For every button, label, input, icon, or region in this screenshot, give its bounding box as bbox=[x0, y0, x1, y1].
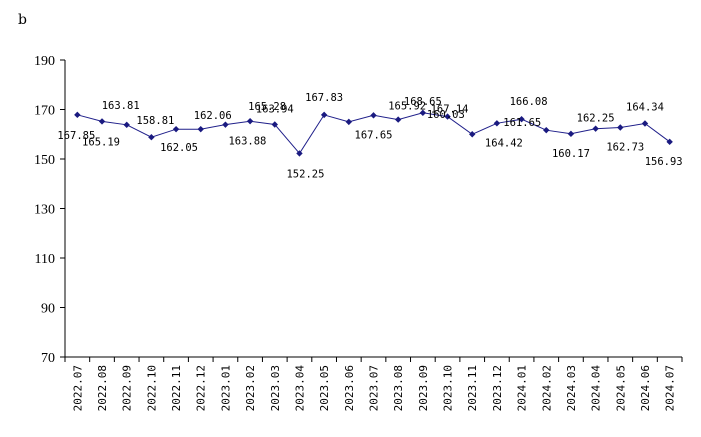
data-point bbox=[666, 138, 673, 146]
axes bbox=[64, 60, 682, 358]
data-label: 160.03 bbox=[427, 109, 465, 121]
data-point bbox=[197, 125, 204, 133]
data-point bbox=[320, 111, 328, 119]
x-axis-ticks: 2022.07 2022.08 2022.09 2022.10 2022.11 2022.… bbox=[64, 357, 683, 412]
data-point bbox=[543, 126, 550, 134]
data-point bbox=[123, 121, 130, 129]
x-tick-label: 2024.01 bbox=[516, 365, 529, 411]
data-point bbox=[345, 118, 353, 126]
x-tick-label: 2022.12 bbox=[195, 365, 208, 411]
data-point bbox=[641, 120, 649, 127]
x-tick-label: 2024.06 bbox=[639, 365, 652, 411]
x-tick-label: 2024.02 bbox=[540, 365, 553, 411]
x-tick-label: 2024.04 bbox=[590, 365, 603, 412]
x-tick-label: 2023.03 bbox=[269, 365, 282, 411]
y-tick-label: 150 bbox=[34, 153, 55, 168]
data-label: 156.93 bbox=[645, 156, 683, 168]
data-point bbox=[518, 116, 525, 123]
data-label: 162.06 bbox=[194, 110, 232, 122]
data-label: 167.14 bbox=[431, 104, 469, 116]
data-point bbox=[444, 113, 451, 120]
x-tick-label: 2024.03 bbox=[565, 365, 578, 411]
data-label: 152.25 bbox=[286, 168, 324, 180]
data-label: 158.81 bbox=[136, 115, 174, 127]
x-tick-label: 2023.06 bbox=[343, 365, 356, 411]
data-label: 167.65 bbox=[355, 129, 393, 141]
data-label: 168.65 bbox=[404, 96, 442, 108]
data-point bbox=[148, 133, 155, 141]
panel-label: b bbox=[18, 12, 27, 28]
x-tick-label: 2023.10 bbox=[442, 365, 455, 411]
x-tick-label: 2023.07 bbox=[368, 365, 381, 411]
data-point bbox=[296, 150, 303, 157]
y-tick-label: 110 bbox=[35, 252, 55, 267]
x-tick-label: 2022.10 bbox=[145, 365, 158, 411]
y-tick-label: 190 bbox=[34, 54, 55, 69]
data-point bbox=[74, 111, 81, 119]
data-label: 165.19 bbox=[82, 136, 120, 148]
x-tick-label: 2022.07 bbox=[71, 365, 84, 411]
data-label: 162.25 bbox=[577, 113, 615, 125]
y-tick-label: 170 bbox=[34, 104, 55, 119]
data-label: 165.28 bbox=[248, 101, 286, 113]
x-tick-label: 2023.12 bbox=[491, 365, 504, 411]
x-tick-label: 2023.02 bbox=[244, 365, 257, 411]
data-point bbox=[567, 130, 575, 138]
data-point bbox=[419, 109, 427, 117]
x-tick-label: 2024.05 bbox=[614, 365, 627, 411]
data-label: 167.85 bbox=[57, 130, 95, 142]
data-label: 165.92 bbox=[388, 101, 426, 113]
data-point bbox=[370, 112, 377, 119]
data-label: 164.42 bbox=[485, 137, 523, 149]
data-point bbox=[617, 124, 624, 131]
x-tick-label: 2023.09 bbox=[417, 365, 430, 411]
data-label: 162.73 bbox=[606, 141, 644, 153]
data-point bbox=[98, 118, 106, 125]
data-label: 164.34 bbox=[626, 102, 664, 114]
y-axis-ticks: 70 90 110 130 150 170 190 bbox=[34, 54, 65, 366]
data-point bbox=[592, 125, 599, 132]
x-tick-label: 2023.11 bbox=[466, 365, 479, 411]
data-point bbox=[493, 120, 501, 127]
data-label: 161.65 bbox=[503, 117, 541, 129]
series-markers bbox=[74, 109, 673, 157]
x-tick-label: 2022.09 bbox=[121, 365, 134, 411]
x-tick-label: 2023.01 bbox=[219, 365, 232, 411]
data-label: 167.83 bbox=[305, 92, 343, 104]
x-tick-label: 2022.08 bbox=[96, 365, 109, 411]
data-point bbox=[246, 117, 254, 125]
x-tick-label: 2023.08 bbox=[392, 365, 405, 411]
data-point bbox=[469, 131, 476, 138]
x-tick-label: 2022.11 bbox=[170, 365, 183, 411]
y-tick-label: 90 bbox=[41, 302, 55, 317]
y-tick-label: 130 bbox=[34, 203, 55, 218]
data-label: 162.05 bbox=[160, 142, 198, 154]
data-point bbox=[172, 125, 180, 133]
data-label: 160.17 bbox=[552, 148, 590, 160]
data-label: 163.88 bbox=[228, 136, 266, 148]
data-label: 163.94 bbox=[256, 103, 294, 115]
data-point bbox=[222, 121, 229, 128]
x-tick-label: 2023.04 bbox=[293, 365, 306, 412]
data-label: 166.08 bbox=[510, 96, 548, 108]
data-label: 163.81 bbox=[102, 100, 140, 112]
x-tick-label: 2023.05 bbox=[318, 365, 331, 411]
data-point bbox=[394, 116, 402, 123]
x-tick-label: 2024.07 bbox=[664, 365, 677, 411]
data-point bbox=[271, 121, 278, 128]
y-tick-label: 70 bbox=[41, 351, 55, 366]
